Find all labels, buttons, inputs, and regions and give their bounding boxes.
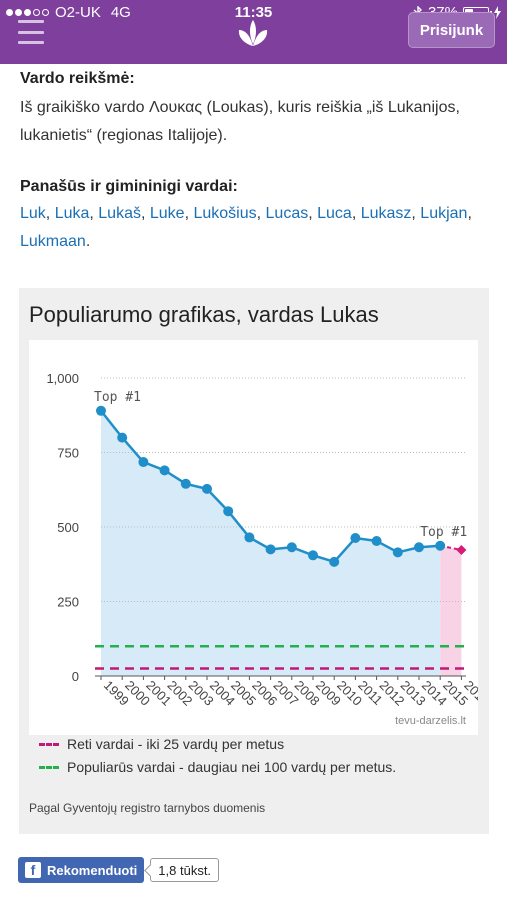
separator: ,: [256, 205, 266, 222]
similar-name-link[interactable]: Luca: [317, 205, 352, 222]
separator: ,: [45, 205, 55, 222]
popularity-chart-card: Populiarumo grafikas, vardas Lukas 0 250 5…: [19, 288, 492, 834]
legend-popular-label: Populiarūs vardai - daugiau nei 100 vard…: [67, 759, 397, 775]
y-tick-label: 750: [57, 446, 79, 461]
name-meaning-section: Vardo reikšmė: Iš graikiško vardo Λουκας…: [20, 68, 490, 150]
data-point: [202, 483, 212, 494]
y-tick-label: 500: [57, 520, 79, 535]
facebook-recommend-label: Rekomenduoti: [47, 862, 138, 878]
data-point: [223, 506, 234, 517]
similar-name-link[interactable]: Luke: [149, 205, 185, 222]
legend-popular: Populiarūs vardai - daugiau nei 100 vard…: [39, 759, 396, 775]
similar-name-link[interactable]: Lukmaan: [20, 233, 86, 250]
data-point: [371, 536, 382, 547]
y-tick-label: 0: [72, 669, 79, 684]
data-point: [180, 478, 191, 489]
facebook-icon: f: [25, 862, 41, 878]
separator: ,: [89, 205, 99, 222]
separator: ,: [308, 205, 318, 222]
legend-popular-swatch: [39, 765, 59, 769]
facebook-like-count: 1,8 tūkst.: [150, 858, 220, 882]
meaning-heading: Vardo reikšmė:: [20, 70, 135, 87]
similar-name-link[interactable]: Lukjan: [420, 205, 468, 222]
site-logo-icon[interactable]: [235, 18, 271, 48]
data-point: [138, 457, 149, 468]
projection-point: [456, 544, 467, 555]
separator: ,: [184, 205, 194, 222]
data-point: [414, 542, 424, 553]
similar-name-link[interactable]: Lukaš: [98, 205, 141, 222]
charging-icon: [494, 6, 501, 19]
data-point: [96, 405, 106, 416]
data-point: [329, 556, 340, 567]
legend-rare-swatch: [39, 742, 59, 746]
data-point: [265, 544, 276, 555]
data-point: [435, 540, 446, 551]
clock: 11:35: [234, 4, 273, 21]
popularity-chart: 02505007501,0001999200020012002200320042…: [46, 371, 492, 727]
similar-name-link[interactable]: Luka: [54, 205, 90, 222]
projection-area: [440, 545, 462, 676]
data-source-note: Pagal Gyventojų registro tarnybos duomen…: [29, 801, 266, 815]
similar-name-link[interactable]: Lukasz: [360, 205, 412, 222]
similar-name-link[interactable]: Lucas: [265, 205, 309, 222]
annotation-label: Top #1: [420, 525, 467, 540]
data-point: [308, 550, 318, 561]
y-tick-label: 250: [57, 595, 79, 610]
facebook-recommend: f Rekomenduoti 1,8 tūkst.: [18, 857, 220, 883]
similar-names-list: Luk, Luka, Lukaš, Luke, Lukošius, Lucas,…: [20, 200, 490, 256]
data-point: [392, 547, 403, 558]
facebook-recommend-button[interactable]: f Rekomenduoti: [18, 857, 145, 883]
menu-hamburger-icon[interactable]: [18, 20, 44, 44]
data-point: [159, 465, 170, 476]
chart-watermark: tevu-darzelis.lt: [395, 715, 466, 727]
signal-strength-icon: [6, 9, 49, 16]
separator: .: [85, 233, 91, 250]
similar-name-link[interactable]: Luk: [20, 205, 46, 222]
data-point: [117, 432, 128, 443]
chart-title: Populiarumo grafikas, vardas Lukas: [29, 302, 379, 327]
y-tick-label: 1,000: [46, 371, 79, 386]
similar-names-section: Panašūs ir gimininigi vardai: Luk, Luka,…: [20, 176, 490, 256]
similar-name-link[interactable]: Lukošius: [193, 205, 257, 222]
login-button[interactable]: Prisijunk: [408, 12, 495, 48]
legend-rare-label: Reti vardai - iki 25 vardų per metus: [67, 736, 285, 752]
separator: ,: [411, 205, 421, 222]
chart-area: 0 250 500 750 1,000 1999 2000 2001 2002 2003 2004 2…: [29, 340, 492, 735]
separator: ,: [140, 205, 150, 222]
network-type: 4G: [110, 4, 131, 21]
data-point: [350, 533, 361, 544]
legend-rare: Reti vardai - iki 25 vardų per metus: [39, 736, 284, 752]
data-point: [244, 532, 255, 543]
series-area: [101, 410, 441, 676]
separator: ,: [467, 205, 472, 222]
annotation-label: Top #1: [94, 390, 141, 405]
similar-names-heading: Panašūs ir gimininigi vardai:: [20, 178, 238, 195]
top-header: O2-UK 4G 11:35 37% Prisijunk: [0, 0, 507, 64]
carrier-name: O2-UK: [55, 4, 101, 21]
meaning-text: Iš graikiško vardo Λουκας (Loukas), kuri…: [20, 99, 460, 144]
separator: ,: [351, 205, 361, 222]
data-point: [286, 542, 297, 553]
